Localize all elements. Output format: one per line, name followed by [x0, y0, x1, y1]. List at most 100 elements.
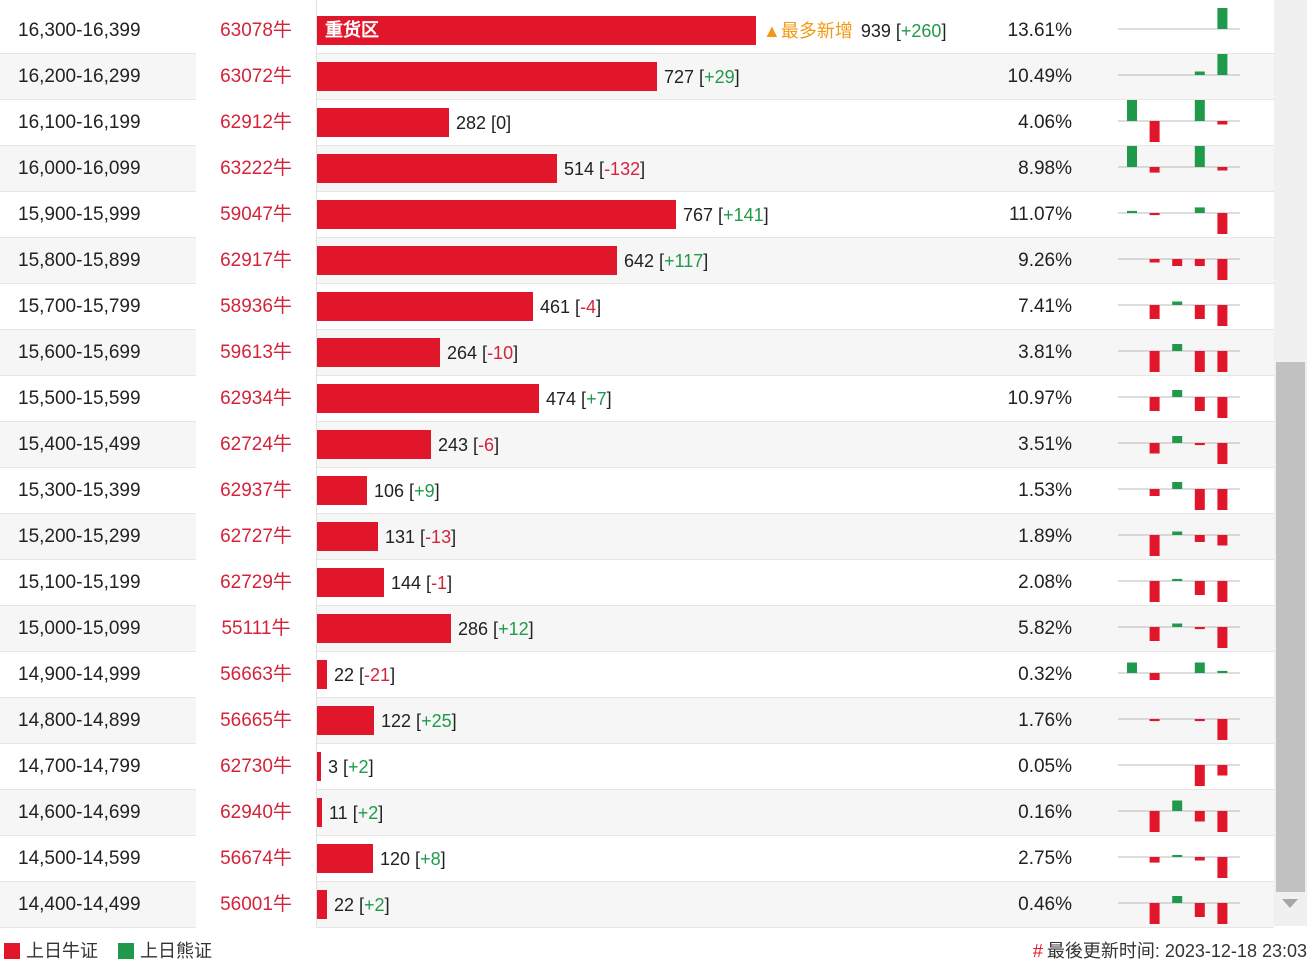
sparkline-bar [1217, 213, 1228, 234]
sparkline-bar [1217, 811, 1228, 832]
table-row[interactable]: 16,000-16,099 63222牛 514 [-132] 8.98% [0, 146, 1274, 192]
scroll-down-arrow-icon[interactable] [1282, 899, 1298, 908]
price-range: 16,300-16,399 [18, 20, 141, 41]
table-row[interactable]: 15,400-15,499 62724牛 243 [-6] 3.51% [0, 422, 1274, 468]
table-row[interactable]: 14,700-14,799 62730牛 3 [+2] 0.05% [0, 744, 1274, 790]
table-row[interactable]: 16,200-16,299 63072牛 727 [+29] 10.49% [0, 54, 1274, 100]
cbbc-code-link[interactable]: 58936牛 [196, 284, 316, 330]
percentage: 13.61% [1007, 20, 1072, 41]
cbbc-code-link[interactable]: 59613牛 [196, 330, 316, 376]
table-row[interactable]: 15,100-15,199 62729牛 144 [-1] 2.08% [0, 560, 1274, 606]
cbbc-code-link[interactable]: 62940牛 [196, 790, 316, 836]
sparkline-bar [1149, 903, 1160, 924]
sparkline-bar [1194, 351, 1205, 372]
table-row[interactable]: 16,100-16,199 62912牛 282 [0] 4.06% [0, 100, 1274, 146]
volume-bar [317, 154, 557, 183]
volume-value: 727 [+29] [664, 67, 740, 87]
sparkline-bar [1149, 627, 1160, 641]
cbbc-code-link[interactable]: 63072牛 [196, 54, 316, 100]
sparkline-bar [1194, 857, 1205, 861]
table-row[interactable]: 15,500-15,599 62934牛 474 [+7] 10.97% [0, 376, 1274, 422]
table-row[interactable]: 15,800-15,899 62917牛 642 [+117] 9.26% [0, 238, 1274, 284]
cbbc-code-link[interactable]: 62729牛 [196, 560, 316, 606]
table-row[interactable]: 14,400-14,499 56001牛 22 [+2] 0.46% [0, 882, 1274, 928]
heavy-zone-label: 重货区 [325, 20, 379, 40]
sparkline-bar [1149, 719, 1160, 722]
sparkline-bar [1194, 719, 1205, 722]
price-range: 15,400-15,499 [18, 434, 141, 455]
sparkline-bar [1217, 8, 1228, 29]
sparkline-bar [1172, 800, 1183, 811]
cbbc-code-link[interactable]: 62937牛 [196, 468, 316, 514]
cbbc-code-link[interactable]: 56663牛 [196, 652, 316, 698]
sparkline-bar [1194, 146, 1205, 167]
table-row[interactable]: 15,700-15,799 58936牛 461 [-4] 7.41% [0, 284, 1274, 330]
cbbc-code-link[interactable]: 56665牛 [196, 698, 316, 744]
volume-change: +2 [357, 803, 379, 823]
table-row[interactable]: 15,900-15,999 59047牛 767 [+141] 11.07% [0, 192, 1274, 238]
volume-change: -6 [478, 435, 495, 455]
price-range: 15,800-15,899 [18, 250, 141, 271]
percentage: 5.82% [1018, 618, 1072, 639]
table-row[interactable]: 15,000-15,099 55111牛 286 [+12] 5.82% [0, 606, 1274, 652]
price-range: 16,100-16,199 [18, 112, 141, 133]
sparkline-bar [1217, 54, 1228, 75]
trend-sparkline [1118, 718, 1240, 740]
trend-sparkline [1118, 855, 1240, 878]
cbbc-code-link[interactable]: 62917牛 [196, 238, 316, 284]
table-row[interactable]: 14,600-14,699 62940牛 11 [+2] 0.16% [0, 790, 1274, 836]
percentage: 1.76% [1018, 710, 1072, 731]
cbbc-code-link[interactable]: 62912牛 [196, 100, 316, 146]
cbbc-code-link[interactable]: 59047牛 [196, 192, 316, 238]
table-row[interactable]: 16,300-16,399 63078牛 重货区 ▲最多新增 939 [+260] 13.… [0, 8, 1274, 54]
sparkline-bar [1217, 489, 1228, 510]
volume-value: 22 [+2] [334, 895, 390, 915]
legend-bull-label: 上日牛证 [26, 941, 98, 961]
percentage: 4.06% [1018, 112, 1072, 133]
trend-sparkline [1118, 578, 1240, 602]
volume-bar [317, 476, 367, 505]
cbbc-code-link[interactable]: 62934牛 [196, 376, 316, 422]
cbbc-code-link[interactable]: 62727牛 [196, 514, 316, 560]
price-range: 14,500-14,599 [18, 848, 141, 869]
volume-value: 120 [+8] [380, 849, 446, 869]
sparkline-bar [1217, 305, 1228, 326]
volume-number: 461 [540, 297, 571, 317]
volume-value: 131 [-13] [385, 527, 457, 547]
sparkline-bar [1172, 896, 1183, 903]
trend-sparkline [1118, 764, 1240, 786]
cbbc-code-link[interactable]: 63078牛 [196, 8, 316, 54]
volume-number: 243 [438, 435, 469, 455]
volume-number: 22 [334, 665, 355, 685]
volume-bar [317, 660, 327, 689]
table-row[interactable]: 14,500-14,599 56674牛 120 [+8] 2.75% [0, 836, 1274, 882]
table-row[interactable]: 14,900-14,999 56663牛 22 [-21] 0.32% [0, 652, 1274, 698]
volume-value: 22 [-21] [334, 665, 396, 685]
price-range: 16,000-16,099 [18, 158, 141, 179]
cbbc-code-link[interactable]: 63222牛 [196, 146, 316, 192]
table-row[interactable]: 15,200-15,299 62727牛 131 [-13] 1.89% [0, 514, 1274, 560]
cbbc-code-link[interactable]: 62724牛 [196, 422, 316, 468]
cbbc-code-link[interactable]: 62730牛 [196, 744, 316, 790]
percentage: 9.26% [1018, 250, 1072, 271]
scrollbar-thumb[interactable] [1276, 362, 1305, 892]
cbbc-code-link[interactable]: 56674牛 [196, 836, 316, 882]
volume-change: +141 [723, 205, 764, 225]
cbbc-code-link[interactable]: 55111牛 [196, 606, 316, 652]
sparkline-bar [1172, 436, 1183, 443]
volume-change: +8 [420, 849, 441, 869]
sparkline-bar [1172, 482, 1183, 489]
table-row[interactable]: 14,800-14,899 56665牛 122 [+25] 1.76% [0, 698, 1274, 744]
vertical-scrollbar[interactable] [1274, 0, 1307, 926]
table-row[interactable]: 15,600-15,699 59613牛 264 [-10] 3.81% [0, 330, 1274, 376]
volume-bar [317, 890, 327, 919]
price-range: 15,600-15,699 [18, 342, 141, 363]
table-row[interactable]: 15,300-15,399 62937牛 106 [+9] 1.53% [0, 468, 1274, 514]
volume-number: 727 [664, 67, 695, 87]
sparkline-bar [1194, 207, 1205, 213]
percentage: 1.53% [1018, 480, 1072, 501]
cbbc-code-link[interactable]: 56001牛 [196, 882, 316, 928]
sparkline-bar [1194, 535, 1205, 542]
sparkline-bar [1149, 535, 1160, 556]
trend-sparkline [1118, 482, 1240, 510]
